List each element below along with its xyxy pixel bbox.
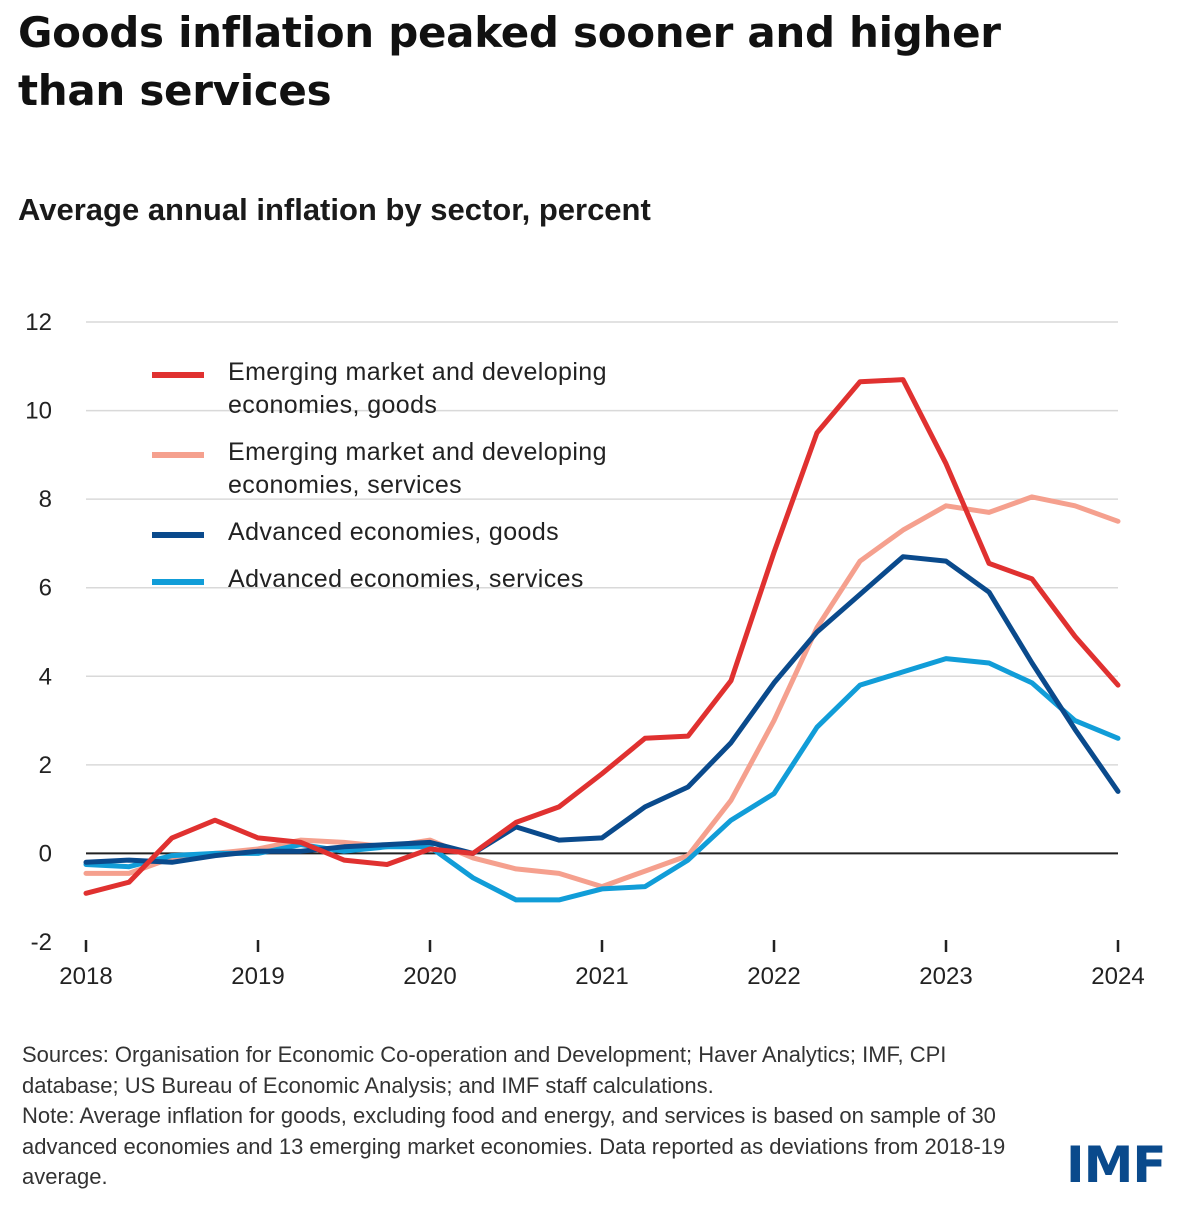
legend-swatch	[152, 452, 204, 458]
y-tick-label: 0	[39, 840, 52, 867]
chart-subtitle: Average annual inflation by sector, perc…	[18, 192, 651, 227]
x-tick-label: 2018	[59, 963, 112, 990]
y-tick-label: 12	[25, 309, 52, 336]
legend-item: Advanced economies, services	[152, 563, 692, 596]
imf-logo: IMF	[1066, 1136, 1167, 1194]
chart-footnotes: Sources: Organisation for Economic Co-op…	[22, 1040, 1012, 1193]
series-lines	[83, 377, 1121, 903]
legend-item: Emerging market and developing economies,…	[152, 436, 692, 502]
chart-title: Goods inflation peaked sooner and higher…	[18, 8, 1001, 115]
y-tick-label: 4	[39, 663, 52, 690]
legend-label: Advanced economies, services	[228, 565, 584, 593]
series-line-0	[83, 377, 1121, 896]
x-tick-label: 2019	[231, 963, 284, 990]
y-tick-label: -2	[31, 929, 52, 956]
x-tick-label: 2024	[1091, 963, 1144, 990]
chart-legend: Emerging market and developing economies,…	[152, 356, 692, 610]
series-line-2	[83, 554, 1121, 865]
y-tick-label: 2	[39, 752, 52, 779]
gridlines	[86, 321, 1118, 766]
legend-label: Emerging market and developing economies,…	[228, 358, 607, 419]
x-tick-label: 2023	[919, 963, 972, 990]
y-tick-label: 6	[39, 575, 52, 602]
y-tick-label: 8	[39, 486, 52, 513]
legend-item: Advanced economies, goods	[152, 516, 692, 549]
note-text: Note: Average inflation for goods, exclu…	[22, 1103, 1006, 1189]
legend-label: Emerging market and developing economies,…	[228, 438, 607, 499]
x-tick-label: 2022	[747, 963, 800, 990]
legend-swatch	[152, 579, 204, 585]
x-tick-label: 2021	[575, 963, 628, 990]
legend-swatch	[152, 372, 204, 378]
legend-item: Emerging market and developing economies,…	[152, 356, 692, 422]
series-line-3	[83, 656, 1121, 903]
legend-label: Advanced economies, goods	[228, 518, 560, 546]
x-axis: 2018 2019 2020 2021 2022 2023 2024	[59, 940, 1145, 990]
y-axis-tick-labels: -2 0 2 4 6 8 10 12	[25, 309, 52, 956]
line-chart: -2 0 2 4 6 8 10 12 2018 2019 2020 2021 2022 2023 2024	[25, 309, 1145, 990]
x-tick-label: 2020	[403, 963, 456, 990]
y-tick-label: 10	[25, 398, 52, 425]
sources-text: Sources: Organisation for Economic Co-op…	[22, 1042, 947, 1098]
legend-swatch	[152, 532, 204, 538]
